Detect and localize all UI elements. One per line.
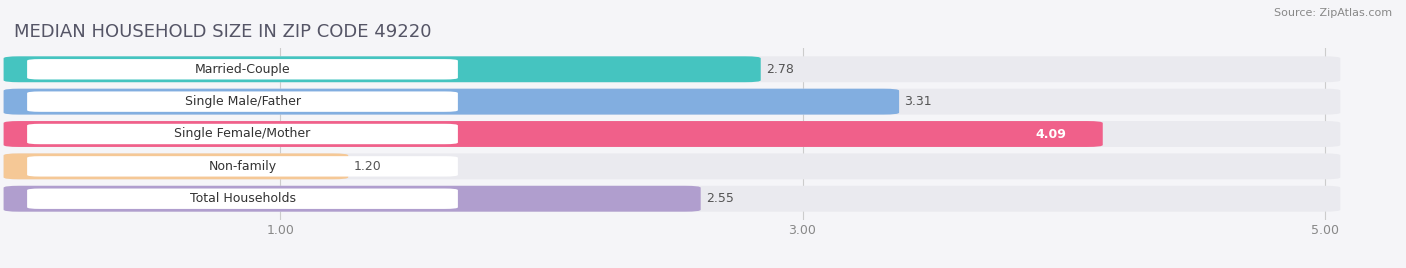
Text: 1.20: 1.20: [353, 160, 381, 173]
FancyBboxPatch shape: [4, 56, 761, 82]
FancyBboxPatch shape: [27, 156, 458, 177]
Text: 3.31: 3.31: [904, 95, 932, 108]
Text: Non-family: Non-family: [208, 160, 277, 173]
FancyBboxPatch shape: [4, 186, 700, 212]
FancyBboxPatch shape: [4, 56, 1340, 82]
FancyBboxPatch shape: [27, 188, 458, 209]
Text: 2.55: 2.55: [706, 192, 734, 205]
FancyBboxPatch shape: [27, 124, 458, 144]
Text: Married-Couple: Married-Couple: [194, 63, 290, 76]
FancyBboxPatch shape: [4, 186, 1340, 212]
FancyBboxPatch shape: [4, 89, 1340, 115]
FancyBboxPatch shape: [4, 121, 1340, 147]
Text: 4.09: 4.09: [1035, 128, 1066, 140]
FancyBboxPatch shape: [4, 89, 898, 115]
FancyBboxPatch shape: [27, 59, 458, 80]
FancyBboxPatch shape: [4, 121, 1102, 147]
Text: Single Female/Mother: Single Female/Mother: [174, 128, 311, 140]
Text: Single Male/Father: Single Male/Father: [184, 95, 301, 108]
Text: MEDIAN HOUSEHOLD SIZE IN ZIP CODE 49220: MEDIAN HOUSEHOLD SIZE IN ZIP CODE 49220: [14, 23, 432, 41]
FancyBboxPatch shape: [27, 91, 458, 112]
FancyBboxPatch shape: [4, 153, 1340, 179]
FancyBboxPatch shape: [4, 153, 349, 179]
Text: Total Households: Total Households: [190, 192, 295, 205]
Text: Source: ZipAtlas.com: Source: ZipAtlas.com: [1274, 8, 1392, 18]
Text: 2.78: 2.78: [766, 63, 794, 76]
